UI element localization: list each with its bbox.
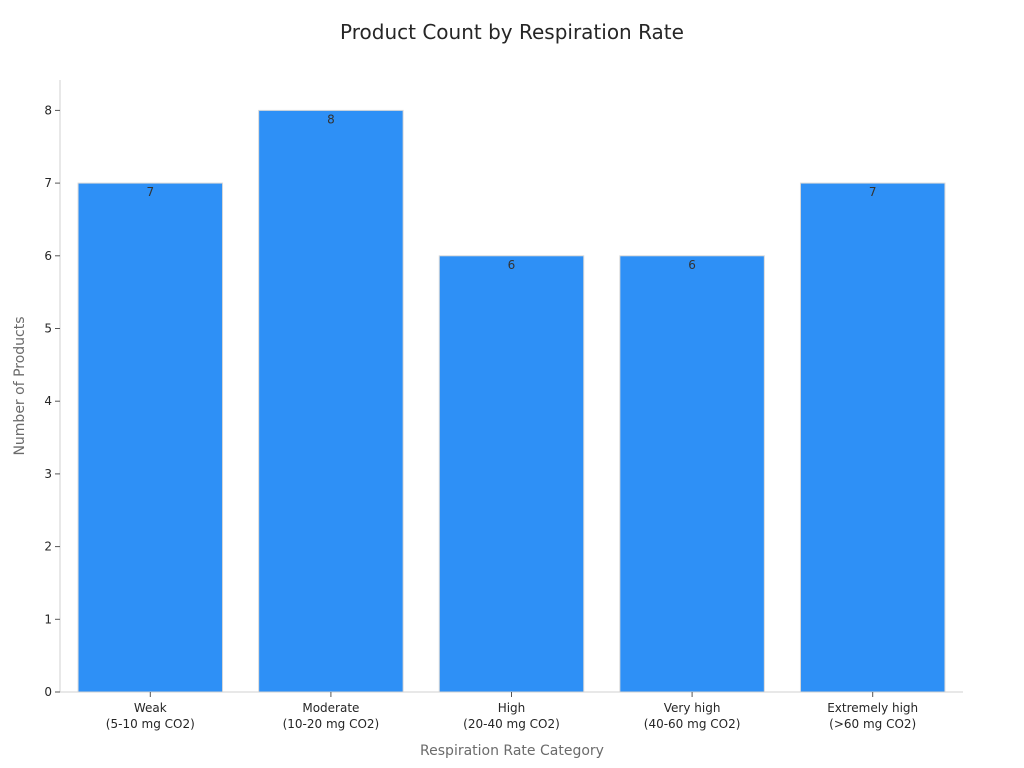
data-label-3: 6: [688, 258, 696, 272]
x-axis: Weak (5-10 mg CO2) Moderate (10-20 mg CO2) H…: [60, 691, 963, 731]
x-tick-label-1-0: Moderate: [302, 701, 359, 715]
x-tick-label-3-0: Very high: [664, 701, 721, 715]
data-label-0: 7: [146, 185, 154, 199]
data-label-4: 7: [869, 185, 877, 199]
data-label-1: 8: [327, 112, 335, 126]
x-tick-label-0-1: (5-10 mg CO2): [106, 717, 195, 731]
x-tick-label-1-1: (10-20 mg CO2): [283, 717, 380, 731]
bar-3: [619, 255, 765, 693]
bar-4: [799, 182, 946, 693]
y-tick-label-7: 7: [44, 176, 52, 190]
bar-1: [258, 109, 404, 693]
y-tick-label-1: 1: [44, 612, 52, 626]
y-tick-label-5: 5: [44, 322, 52, 336]
bar-2: [438, 255, 585, 693]
x-tick-label-2-1: (20-40 mg CO2): [463, 717, 560, 731]
x-tick-label-4-1: (>60 mg CO2): [829, 717, 916, 731]
y-tick-label-4: 4: [44, 394, 52, 408]
y-tick-label-3: 3: [44, 467, 52, 481]
y-tick-label-0: 0: [44, 685, 52, 699]
x-tick-label-4-0: Extremely high: [827, 701, 918, 715]
x-axis-label: Respiration Rate Category: [420, 743, 604, 759]
x-tick-label-2-0: High: [498, 701, 526, 715]
y-axis: 0 1 2 3 4 5 6 7 8: [44, 80, 61, 699]
bar-0: [77, 182, 224, 693]
x-tick-label-3-1: (40-60 mg CO2): [644, 717, 741, 731]
x-tick-label-0-0: Weak: [134, 701, 167, 715]
data-label-2: 6: [508, 258, 516, 272]
y-tick-label-6: 6: [44, 249, 52, 263]
bars-group: 7 8 6 6 7: [77, 109, 946, 693]
y-tick-label-2: 2: [44, 540, 52, 554]
y-tick-label-8: 8: [44, 103, 52, 117]
y-axis-label: Number of Products: [12, 316, 28, 455]
chart-title: Product Count by Respiration Rate: [340, 20, 684, 44]
